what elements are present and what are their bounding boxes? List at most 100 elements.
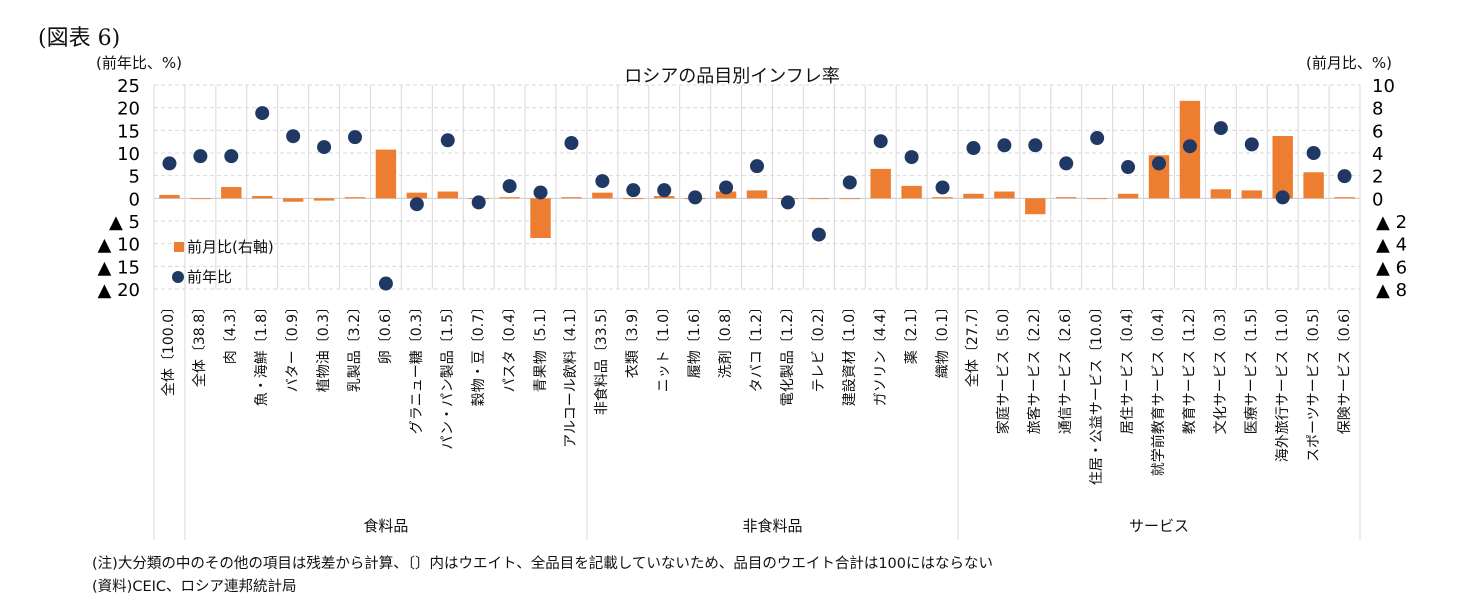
- yoy-dot: [1337, 169, 1352, 184]
- mom-bar: [1025, 198, 1046, 215]
- mom-bar: [282, 198, 304, 202]
- yoy-dot: [657, 183, 672, 198]
- category-label: 全体〔100.0〕: [161, 300, 178, 397]
- category-label: 保険サービス〔0.6〕: [1336, 300, 1353, 435]
- category-label: 建設資材〔1.0〕: [841, 300, 858, 407]
- yoy-dot: [780, 195, 795, 210]
- mom-bar: [190, 198, 211, 200]
- mom-bar: [870, 168, 891, 199]
- yoy-dot: [1213, 121, 1228, 136]
- category-label: アルコール飲料〔4.1〕: [563, 300, 580, 448]
- legend-yoy: 前年比: [172, 266, 232, 287]
- left-tick-label: ▲ 20: [98, 280, 140, 301]
- category-label: ガソリン〔4.4〕: [872, 300, 889, 407]
- mom-bar: [437, 191, 458, 199]
- yoy-dot: [502, 179, 517, 194]
- mom-bar: [623, 198, 644, 200]
- mom-bar: [1117, 193, 1139, 199]
- mom-bar: [715, 191, 737, 199]
- category-label: 織物〔0.1〕: [934, 300, 951, 379]
- category-label: スポーツサービス〔0.5〕: [1305, 300, 1322, 462]
- category-label: 非食料品〔33.5〕: [594, 300, 611, 416]
- yoy-dot: [1152, 156, 1166, 171]
- category-label: 海外旅行サービス〔1.0〕: [1274, 300, 1291, 463]
- yoy-dot: [162, 156, 177, 171]
- left-tick-label: 0: [129, 189, 140, 210]
- yoy-dot: [1182, 139, 1197, 154]
- yoy-dot: [564, 136, 579, 151]
- group-label: サービス: [1128, 517, 1190, 535]
- yoy-dot: [626, 183, 641, 198]
- mom-bar: [746, 190, 768, 199]
- yoy-dot: [317, 140, 332, 155]
- yoy-dot: [842, 175, 857, 190]
- mom-bar: [530, 198, 551, 238]
- yoy-dot: [378, 276, 393, 291]
- mom-bar: [808, 198, 830, 200]
- category-label: バター〔0.9〕: [285, 300, 302, 393]
- right-tick-label: 0: [1372, 189, 1383, 210]
- mom-bar: [1210, 189, 1232, 199]
- mom-bar: [1334, 197, 1355, 199]
- yoy-dot: [286, 129, 301, 144]
- legend-bar-swatch-icon: [174, 241, 184, 252]
- mom-bar: [963, 193, 984, 199]
- yoy-dot: [409, 197, 424, 212]
- category-label: 卵〔0.6〕: [377, 300, 394, 365]
- left-tick-label: 15: [117, 121, 140, 142]
- mom-bar: [1056, 197, 1077, 199]
- yoy-dot: [471, 195, 486, 210]
- category-label: 居住サービス〔0.4〕: [1120, 300, 1137, 435]
- mom-bar: [901, 185, 922, 199]
- yoy-dot: [1028, 138, 1043, 153]
- left-tick-label: 25: [117, 76, 140, 97]
- right-tick-label: 6: [1372, 121, 1383, 142]
- category-label: 洗剤〔0.8〕: [718, 300, 735, 379]
- yoy-dot: [873, 134, 888, 149]
- source-text: (資料)CEIC、ロシア連邦統計局: [92, 579, 297, 595]
- mom-bar: [313, 198, 335, 201]
- category-label: 衣類〔3.9〕: [625, 300, 642, 379]
- category-label: 乳製品〔3.2〕: [347, 300, 363, 393]
- mom-bar: [592, 192, 613, 199]
- yoy-dot: [1090, 131, 1105, 146]
- category-label: 魚・海鮮〔1.8〕: [254, 300, 271, 407]
- left-axis-label: (前年比、%): [96, 54, 182, 72]
- yoy-dot: [255, 106, 270, 121]
- left-tick-label: ▲ 10: [98, 235, 140, 256]
- mom-bar: [221, 187, 242, 199]
- yoy-dot: [595, 174, 610, 189]
- category-label: グラニュー糖〔0.3〕: [408, 300, 425, 435]
- yoy-dot: [750, 159, 764, 174]
- right-tick-label: 2: [1372, 167, 1383, 188]
- yoy-dot: [1306, 146, 1321, 160]
- yoy-dot: [440, 133, 455, 148]
- category-label: 全体〔27.7〕: [965, 300, 982, 388]
- mom-bar: [499, 197, 520, 199]
- figure-label: (図表 6): [38, 26, 121, 51]
- category-label: 教育サービス〔1.2〕: [1181, 300, 1198, 435]
- right-tick-label: ▲ 4: [1376, 235, 1407, 256]
- category-label: 植物油〔0.3〕: [316, 300, 333, 393]
- left-tick-label: 20: [117, 99, 140, 120]
- category-label: 旅客サービス〔2.2〕: [1027, 300, 1044, 435]
- yoy-dot: [719, 180, 734, 195]
- category-label: 家庭サービス〔5.0〕: [996, 300, 1013, 435]
- yoy-dot: [1275, 190, 1290, 205]
- yoy-dot: [533, 185, 548, 200]
- legend-yoy-label: 前年比: [187, 268, 233, 286]
- category-label: 青果物〔5.1〕: [532, 300, 549, 393]
- mom-bar: [375, 149, 397, 199]
- yoy-dot: [966, 141, 981, 156]
- right-tick-label: 4: [1372, 144, 1383, 165]
- yoy-dot: [935, 180, 950, 195]
- right-tick-label: ▲ 6: [1376, 257, 1407, 278]
- mom-bar: [1086, 198, 1108, 200]
- category-label: 文化サービス〔0.3〕: [1212, 300, 1229, 435]
- group-label: 食料品: [363, 517, 409, 535]
- category-label: タバコ〔1.2〕: [749, 300, 765, 393]
- category-label: 薬〔2.1〕: [903, 300, 920, 365]
- yoy-dot: [224, 149, 239, 164]
- yoy-dot: [811, 227, 826, 242]
